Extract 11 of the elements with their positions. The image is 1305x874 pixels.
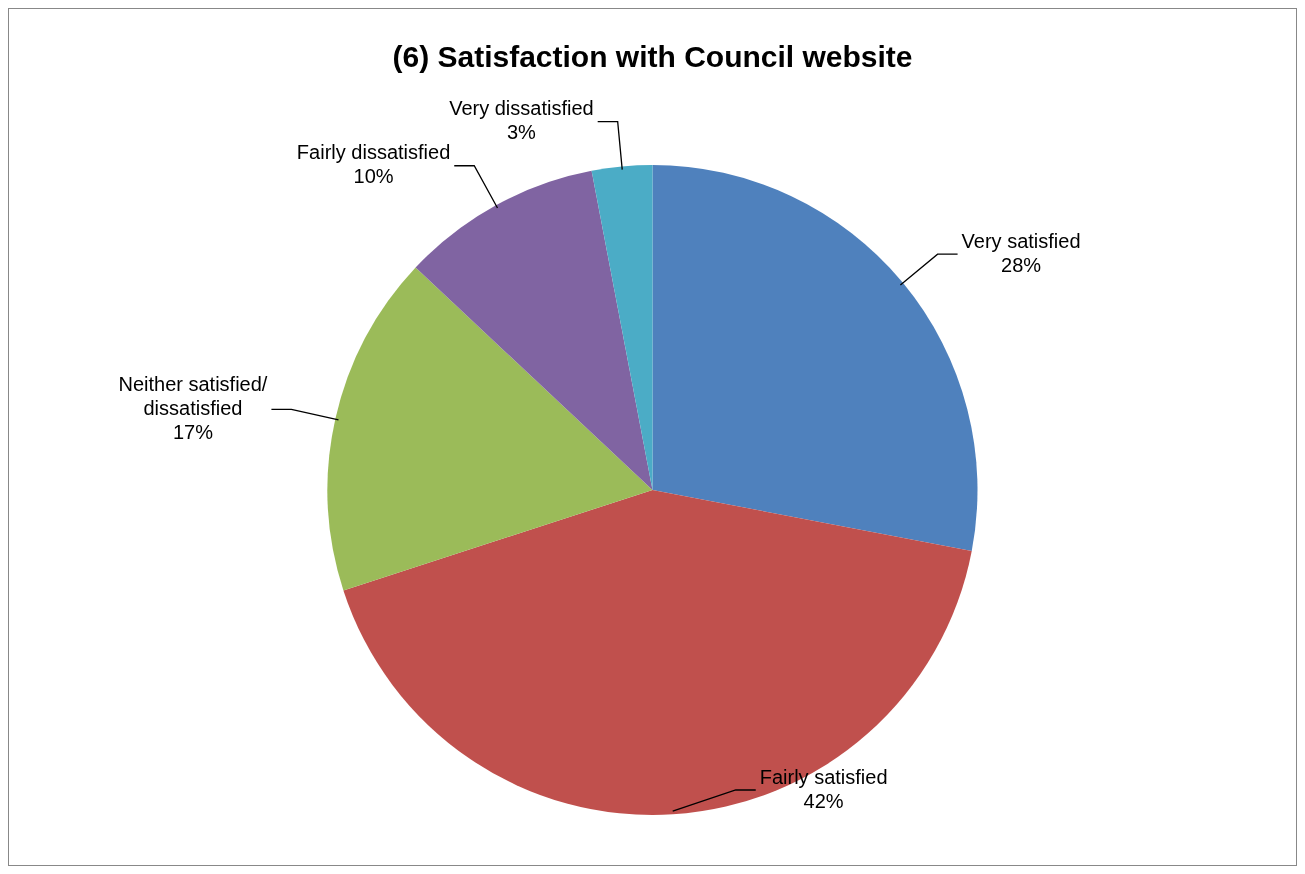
data-label: 28% [1001,253,1042,276]
slice-label: Neither satisfied/ dissatisfied [118,372,268,419]
slice-label: Fairly dissatisfied [296,141,451,164]
slice-label: Fairly satisfied [759,765,888,788]
data-label: 10% [353,165,394,188]
data-label: 3% [506,121,537,144]
slice-label: Very dissatisfied [449,97,594,120]
slice-label: Very satisfied [961,229,1081,252]
data-label: 42% [803,789,844,812]
data-label: 17% [172,420,214,443]
chart-title: (6) Satisfaction with Council website [392,40,913,74]
